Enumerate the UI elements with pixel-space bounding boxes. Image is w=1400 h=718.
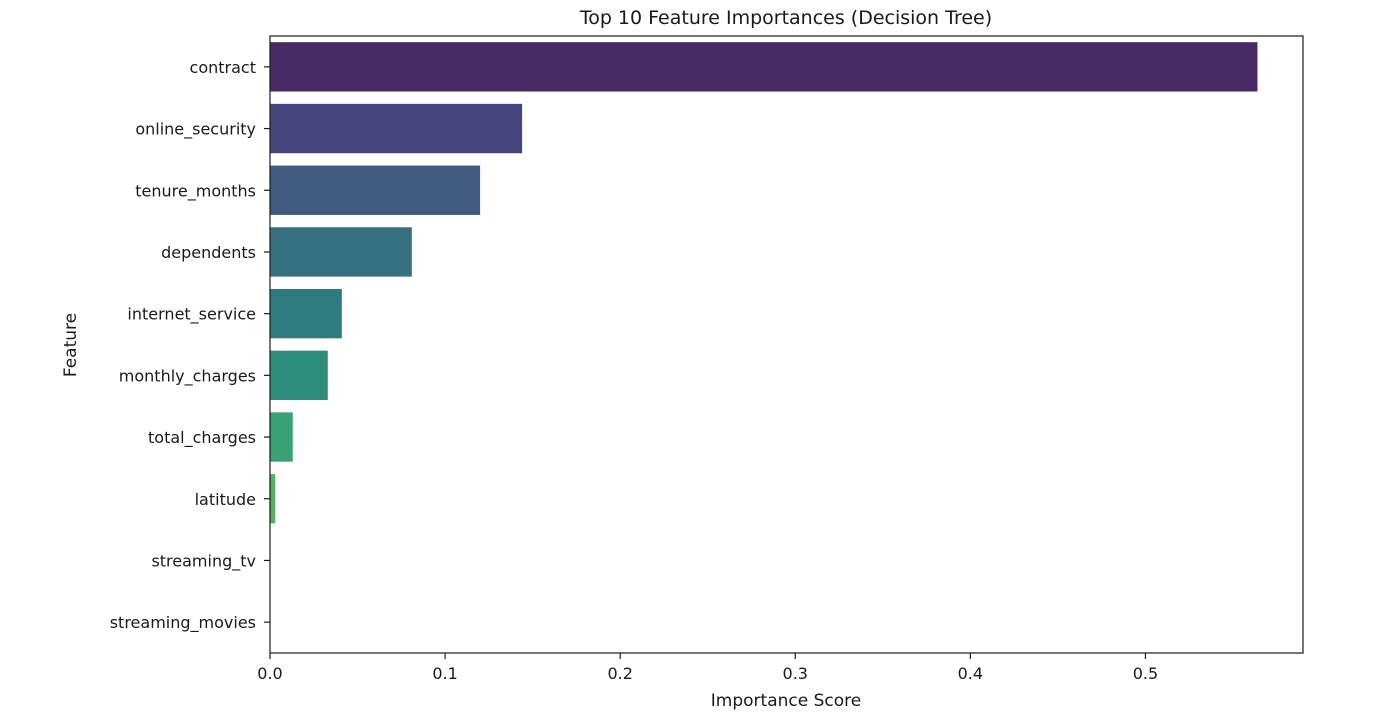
y-axis-ticks: contract online_security tenure_monthsdepe… — [110, 58, 270, 633]
x-axis-ticks: 0.0 0.1 0.2 0.3 0.4 0.5 — [257, 653, 1158, 683]
x-tick-label: 0.3 — [783, 664, 808, 683]
bar-contract — [270, 42, 1258, 92]
y-tick-label: monthly_charges — [119, 366, 256, 386]
bar-total-charges — [270, 412, 293, 462]
plot-area-frame — [269, 35, 1304, 654]
y-tick-label: dependents — [161, 243, 256, 262]
x-tick-label: 0.1 — [432, 664, 457, 683]
bar-internet-service — [270, 288, 342, 339]
x-tick-label: 0.4 — [958, 664, 983, 683]
y-tick-label: streaming_movies — [110, 613, 256, 633]
bar-online-security — [270, 103, 523, 154]
bar-monthly-charges — [270, 350, 328, 401]
x-axis-label: Importance Score — [711, 691, 861, 711]
y-tick-label: internet_service — [127, 305, 256, 325]
chart-title: Top 10 Feature Importances (Decision Tre… — [579, 7, 992, 29]
y-axis-label: Feature — [61, 313, 81, 377]
y-tick-label: latitude — [195, 490, 256, 509]
bar-tenure-months — [270, 165, 481, 215]
y-tick-label: online_security — [135, 120, 256, 140]
x-tick-label: 0.5 — [1133, 664, 1158, 683]
y-tick-label: contract — [190, 58, 256, 77]
y-tick-label: streaming_tv — [151, 551, 256, 571]
bars-group — [270, 42, 1258, 524]
bar-dependents — [270, 227, 412, 277]
x-tick-label: 0.2 — [607, 664, 632, 683]
x-tick-label: 0.0 — [257, 664, 282, 683]
y-tick-label: tenure_months — [135, 181, 256, 201]
bar-latitude — [270, 474, 276, 524]
y-tick-label: total_charges — [148, 428, 256, 448]
